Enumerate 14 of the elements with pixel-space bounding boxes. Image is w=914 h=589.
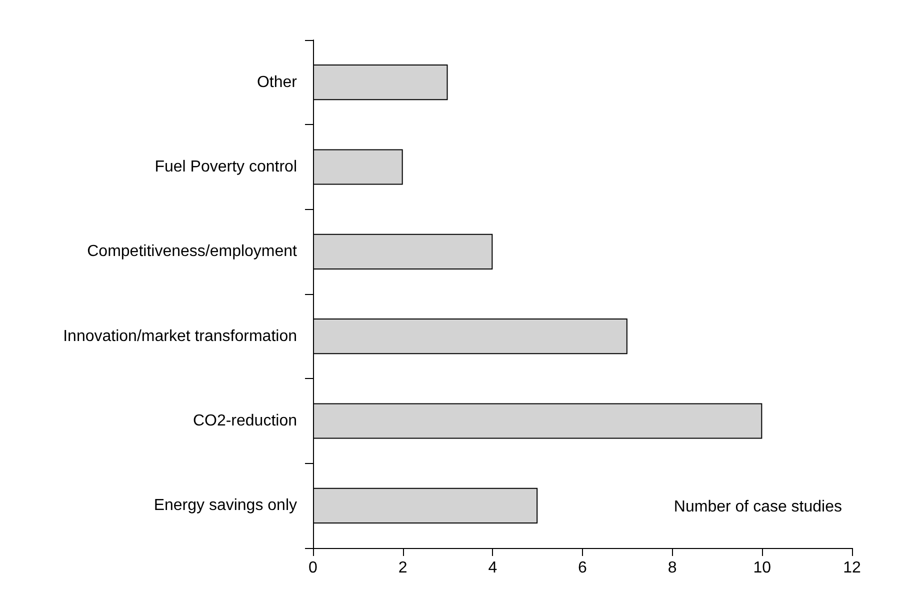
y-tick-label: Other <box>256 74 298 91</box>
x-tick-label: 6 <box>578 560 588 576</box>
y-tick-label: CO2-reduction <box>192 412 297 430</box>
x-tick-label: 10 <box>753 560 772 576</box>
x-tick-label: 8 <box>668 560 677 576</box>
x-tick-label: 4 <box>488 560 498 576</box>
y-tick-label: Innovation/market transformation <box>63 328 297 345</box>
x-tick-label: 12 <box>843 560 861 576</box>
x-tick-label: 0 <box>308 560 318 576</box>
x-axis-title: Number of case studies <box>674 498 842 516</box>
x-tick-label: 2 <box>398 560 408 576</box>
y-tick-label: Fuel Poverty control <box>154 158 297 176</box>
y-tick-label: Competitiveness/employment <box>87 243 298 260</box>
y-tick-label: Energy savings only <box>154 497 297 514</box>
